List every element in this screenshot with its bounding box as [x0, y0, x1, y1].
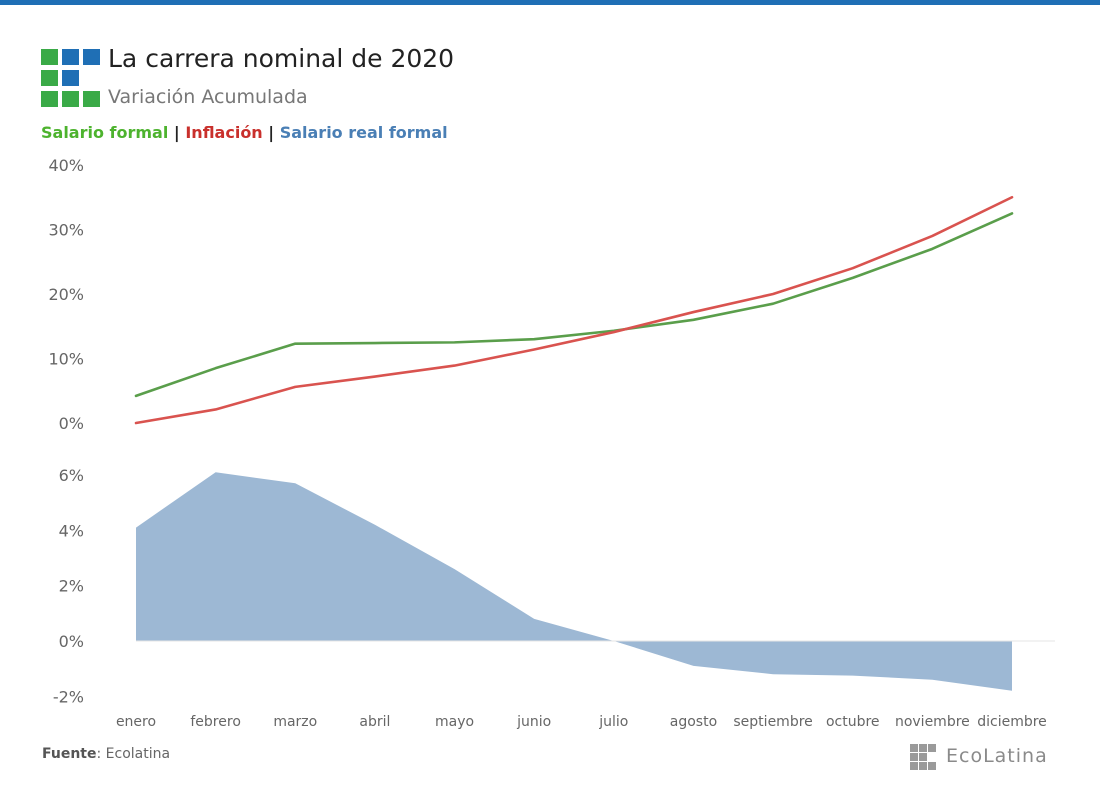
brand-name: EcoLatina [946, 745, 1048, 767]
y-tick-label-top: 10% [48, 350, 84, 369]
x-tick-label: agosto [670, 714, 717, 730]
series-area-salario-real [136, 472, 1012, 691]
y-tick-label-bottom: 0% [59, 632, 84, 651]
legend-salario-formal: Salario formal [41, 123, 169, 142]
series-line-salario-formal [134, 212, 1014, 398]
x-tick-label: mayo [435, 714, 474, 730]
x-tick-label: diciembre [977, 714, 1047, 730]
x-tick-label: junio [516, 714, 551, 730]
x-tick-label: enero [116, 714, 156, 730]
legend-salario-real: Salario real formal [279, 123, 448, 142]
top-accent-bar [0, 0, 1100, 5]
y-tick-label-bottom: 2% [59, 577, 84, 596]
legend-inflacion: Inflación [185, 123, 263, 142]
series-line-inflacion [134, 195, 1014, 425]
x-tick-label: abril [359, 714, 390, 730]
logo-grid-icon [41, 49, 101, 109]
source-text: : Ecolatina [96, 746, 171, 762]
chart-subtitle: Variación Acumulada [108, 86, 308, 108]
y-tick-label-top: 30% [48, 221, 84, 240]
source-label: Fuente [42, 746, 97, 762]
x-tick-label: marzo [273, 714, 317, 730]
brand-logo: EcoLatina [910, 744, 1080, 772]
source-note: Fuente: Ecolatina [42, 746, 170, 762]
x-tick-label: octubre [826, 714, 880, 730]
x-tick-label: septiembre [733, 714, 812, 730]
chart-title: La carrera nominal de 2020 [108, 44, 455, 73]
y-tick-label-top: 40% [48, 156, 84, 175]
y-tick-label-bottom: 6% [59, 466, 84, 485]
x-tick-label: febrero [190, 714, 241, 730]
legend: Salario formal | Inflación | Salario rea… [41, 123, 448, 142]
y-tick-label-top: 20% [48, 285, 84, 304]
y-tick-label-top: 0% [59, 414, 84, 433]
brand-grid-icon [910, 744, 937, 771]
legend-separator: | [173, 123, 180, 142]
y-tick-label-bottom: 4% [59, 521, 84, 540]
x-tick-label: noviembre [895, 714, 970, 730]
x-tick-label: julio [598, 714, 628, 730]
legend-separator: | [268, 123, 275, 142]
y-tick-label-bottom: -2% [53, 687, 84, 706]
